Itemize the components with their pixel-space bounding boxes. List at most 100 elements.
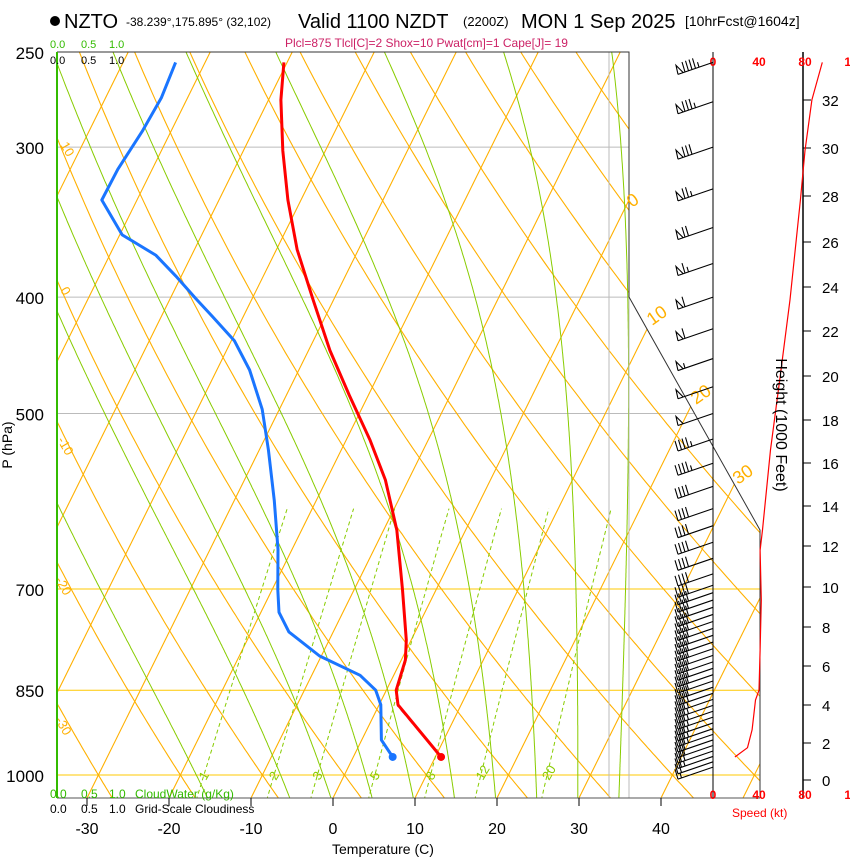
station-location: -38.239°,175.895° (32,102) [126,15,271,29]
height-tick-label: 4 [822,698,830,715]
height-tick-label: 20 [822,369,839,386]
y-axis-title: P (hPa) [0,421,15,468]
pressure-tick-label: 400 [16,289,44,308]
isotherm-line [57,52,433,798]
wind-barb-path [674,484,714,499]
wind-barb-path [675,296,714,310]
wind-barb-icon [674,484,714,499]
height-tick-label: 28 [822,189,839,206]
wind-barb-path [675,358,714,372]
height-tick-label: 30 [822,141,839,158]
temperature-tick-label: 10 [406,821,424,838]
pressure-tick-label: 850 [16,682,44,701]
wind-barb-icon [674,766,714,780]
cloud-water-scale-label: CloudWater (g/Kg) [135,787,234,801]
wind-barb-path [674,612,714,627]
dry-adiabat-line [234,52,760,798]
wind-barb-icon [675,358,714,372]
plot-frame [57,51,761,798]
date: MON 1 Sep 2025 [521,11,676,33]
mixing-ratio-line [309,508,396,798]
height-tick-label: 18 [822,413,839,430]
speed-tick-label: 80 [798,788,812,802]
wind-barb-path [674,691,714,706]
speed-tick-label: 40 [752,788,766,802]
wind-barb-icon [674,739,714,753]
cloudiness-scale-label: 0.5 [81,55,96,67]
temperature-profile-line [279,62,443,758]
isotherm-label: 10 [57,139,77,159]
wind-barb-icon [674,633,714,648]
wind-barb-path [674,540,714,555]
wind-barb-icon [674,583,714,598]
wind-barb-icon [674,605,714,620]
cloudiness-scale-label: 1.0 [109,55,124,67]
wind-barb-icon [674,612,714,627]
wind-barb-path [674,685,714,700]
wind-barb-icon [674,590,714,606]
speed-tick-label: 40 [752,55,766,69]
x-axis-title: Temperature (C) [332,841,434,857]
mixing-ratio-line [540,508,612,798]
dewpoint-profile-line [100,61,394,758]
wind-barb-path [674,666,714,681]
dry-adiabat-line [70,52,531,798]
mixing-ratio-line [474,508,550,798]
moist-adiabat-line [57,52,333,798]
height-tick-label: 0 [822,773,830,790]
cloud-water-scale-label: 1.0 [109,39,124,51]
wind-barb-path [674,766,714,780]
cloud-water-scale-label: 1.0 [109,787,126,801]
mixing-ratio-label: 5 [367,769,384,783]
wind-barb-icon [674,556,714,571]
dry-adiabat-line [57,52,447,798]
height-tick-label: 26 [822,235,839,252]
wind-barb-path [674,744,714,759]
height-tick-label: 16 [822,456,839,473]
height-tick-label: 32 [822,93,839,110]
mixing-ratio-label: 3 [309,769,326,783]
speed-tick-label: 80 [798,55,812,69]
wind-barb-icon [674,755,714,769]
isotherm-label: 30 [729,460,757,488]
wind-barb-icon [674,744,714,759]
speed-axis-title: Speed (kt) [732,806,787,820]
cloudiness-scale-label: 0.5 [81,802,98,816]
wind-barb-icon [674,523,714,539]
wind-barb-icon [674,540,714,555]
mixing-ratio-label: 2 [266,769,283,783]
height-tick-label: 24 [822,280,839,297]
dry-adiabat-line [57,52,198,798]
isotherm-line [155,52,597,798]
wind-barb-path [674,598,714,613]
cloud-water-scale-label: 0.0 [50,39,65,51]
wind-barb-icon [674,506,714,522]
wind-barb-icon [675,58,714,75]
pressure-tick-label: 1000 [6,767,44,786]
temperature-tick-label: 40 [652,821,670,838]
moist-adiabat-line [57,52,210,798]
wind-barb-icon [674,598,714,613]
wind-barb-path [675,386,714,400]
wind-barb-path [675,262,714,277]
isotherm-label: -20 [52,574,74,598]
moist-adiabat-line [496,52,579,798]
cloudiness-scale-label: 0.0 [50,55,65,67]
wind-barb-icon [674,572,714,587]
wind-barb-path [674,590,714,606]
isotherm-line [647,52,760,798]
wind-barb-icon [674,653,714,668]
wind-barb-icon [674,660,714,675]
wind-barb-path [674,523,714,539]
wind-barb-path [674,653,714,668]
mixing-ratio-label: 12 [472,762,492,782]
cloudiness-scale-label: 0.0 [50,802,67,816]
dry-adiabat-line [506,52,760,798]
wind-barb-icon [674,461,714,476]
wind-speed-line [734,62,823,758]
dry-adiabat-line [780,31,850,801]
valid-time: Valid 1100 NZDT [298,11,448,33]
sounding-parameters: Plcl=875 Tlcl[C]=2 Shox=10 Pwat[cm]=1 Ca… [285,36,568,50]
dry-adiabat-line [452,52,760,798]
